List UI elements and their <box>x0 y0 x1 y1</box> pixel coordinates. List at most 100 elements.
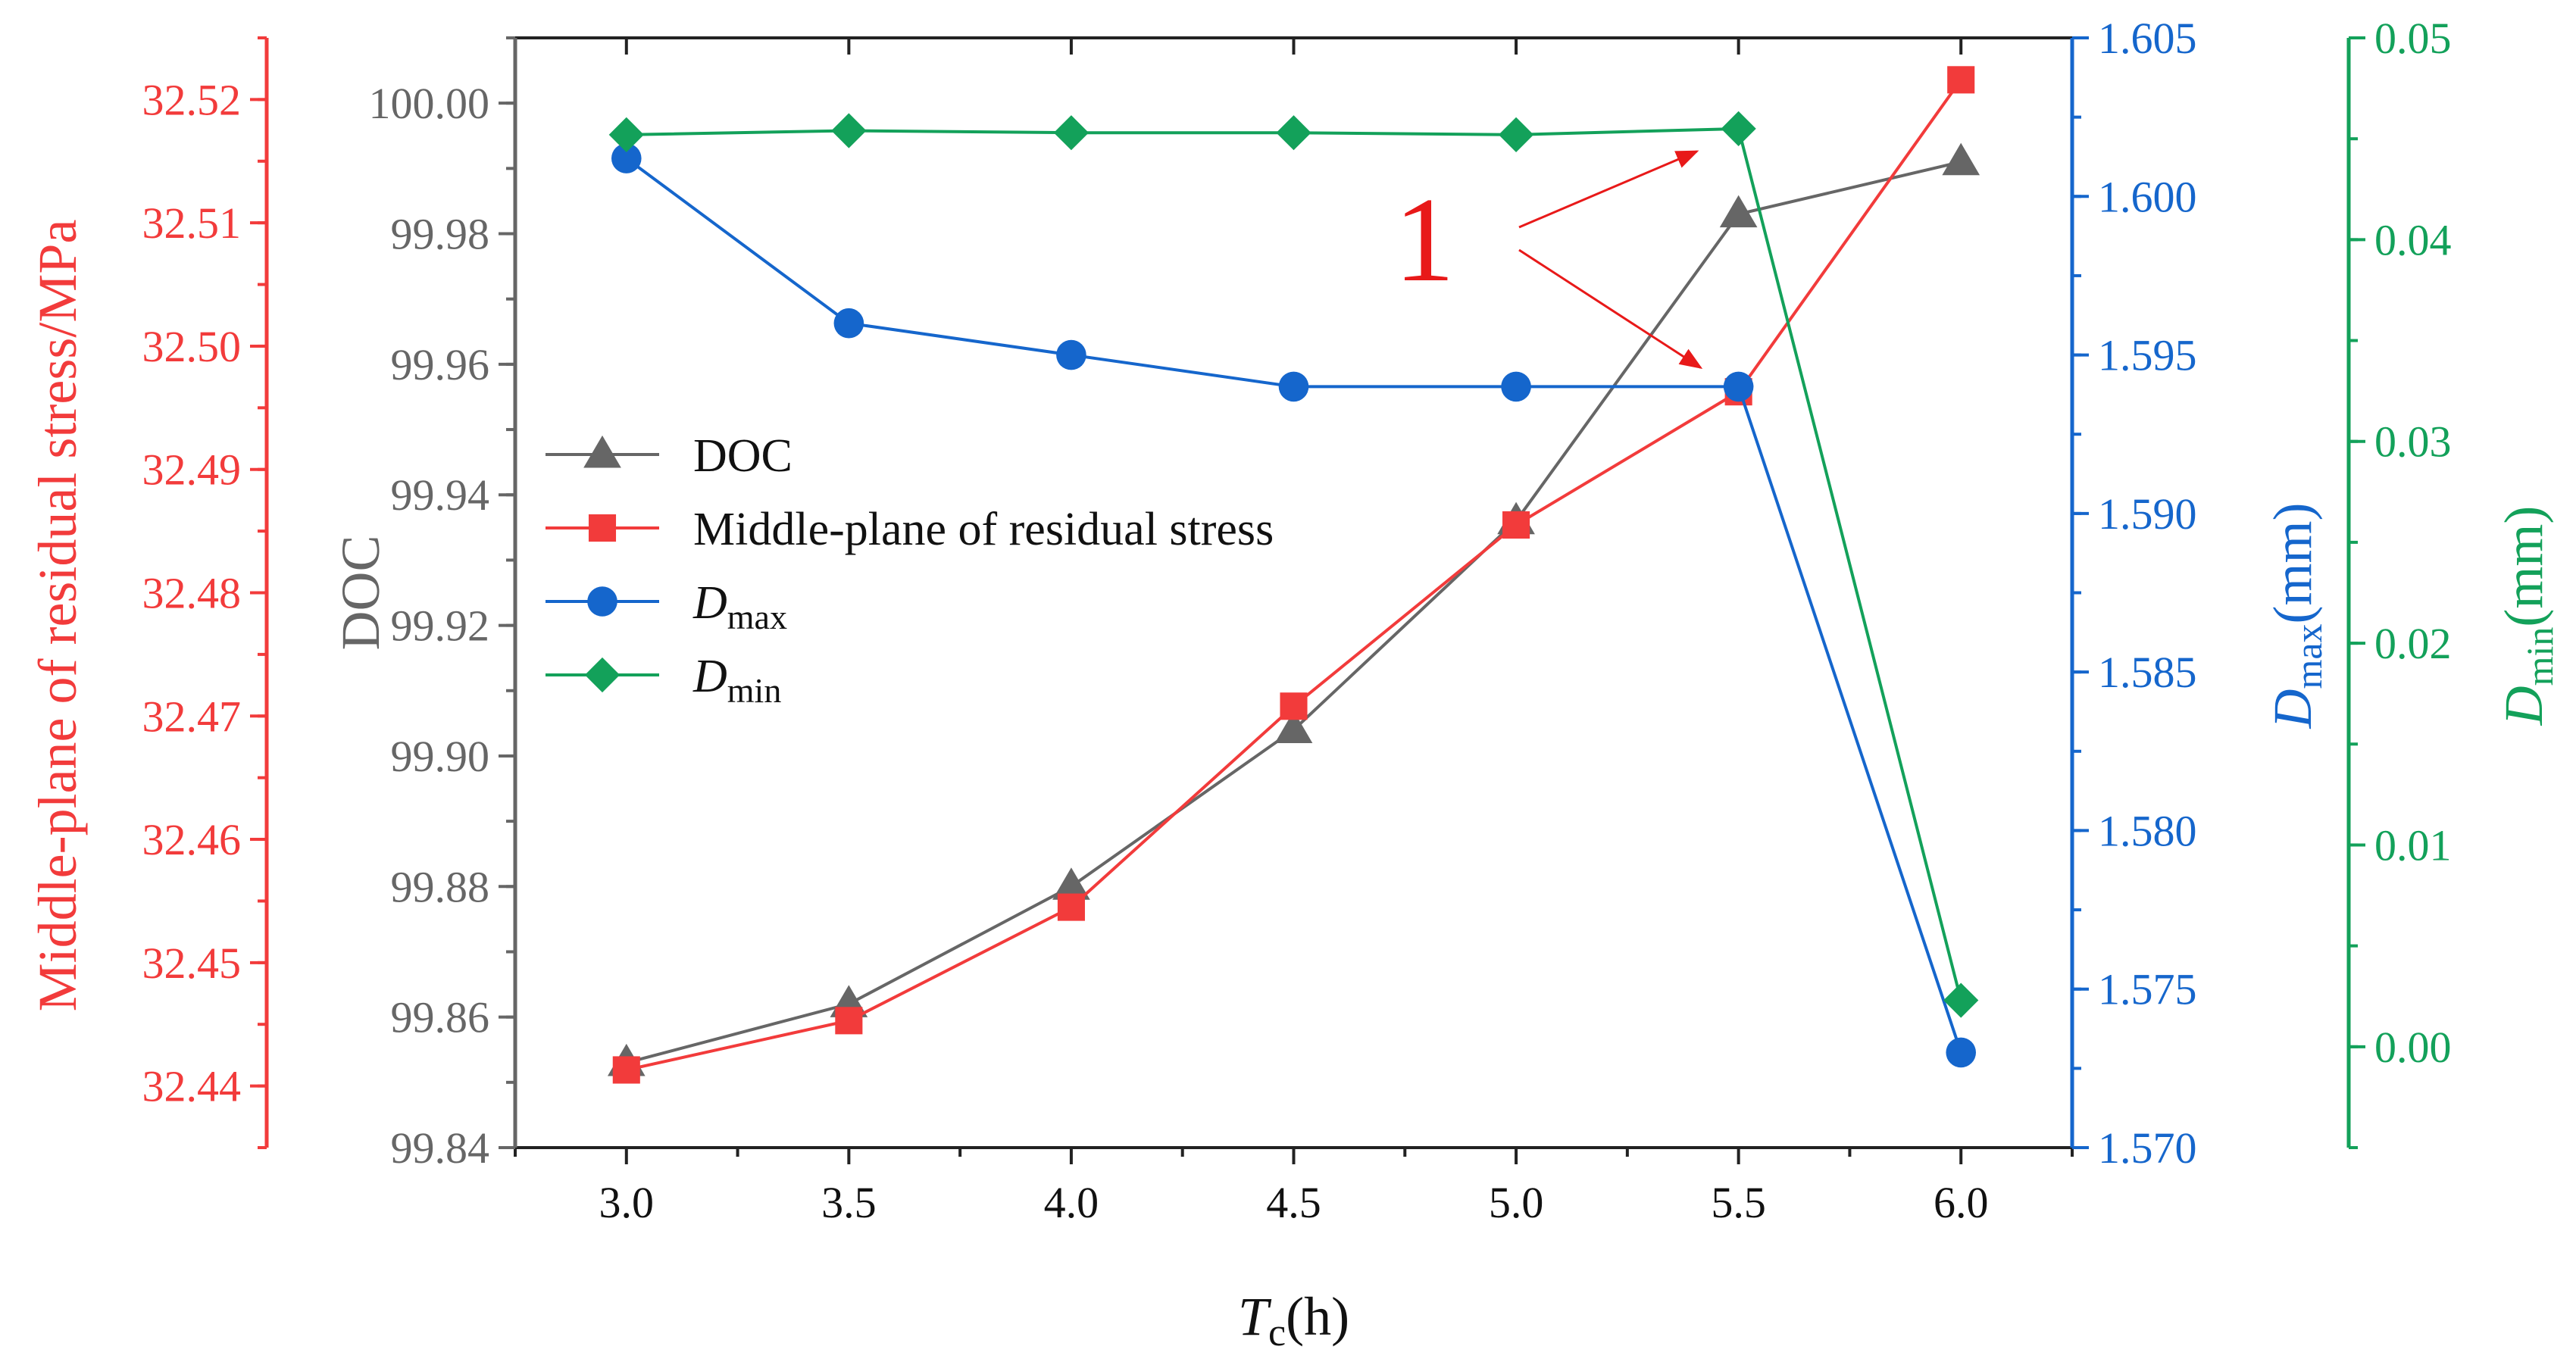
data-point-circle <box>1056 339 1086 370</box>
legend-label: Middle-plane of residual stress <box>693 504 1274 555</box>
data-point-square <box>835 1007 863 1035</box>
legend-item: Middle-plane of residual stress <box>546 504 1274 555</box>
red-tick-label: 32.45 <box>142 939 242 988</box>
legend-label-sub: max <box>727 598 787 636</box>
series-line <box>625 157 1963 1054</box>
x-axis-title-sub: c <box>1268 1311 1286 1354</box>
data-point-circle <box>1723 371 1754 402</box>
green-tick-label: 0.00 <box>2374 1023 2452 1072</box>
gray-tick-label: 99.94 <box>391 470 490 520</box>
data-point-square <box>612 1056 640 1084</box>
gray-tick-label: 99.86 <box>391 993 490 1042</box>
data-point-circle <box>833 308 864 339</box>
red-tick-label: 32.52 <box>142 75 242 124</box>
blue-tick-label: 1.600 <box>2098 172 2197 221</box>
data-point-triangle <box>1719 195 1758 228</box>
data-point-circle <box>1501 371 1531 402</box>
blue-axis-title-main: D <box>2262 689 2323 729</box>
x-tick-label: 6.0 <box>1934 1178 1989 1227</box>
legend-label: DOC <box>693 430 792 482</box>
blue-axis-title-unit: (mm) <box>2262 502 2323 623</box>
data-point-diamond <box>1276 115 1311 151</box>
data-point-diamond <box>1053 115 1089 151</box>
gray-axis-title: DOC <box>330 535 391 650</box>
annotation-arrow-to-dmin <box>1518 150 1699 229</box>
green-axis-title-main: D <box>2493 686 2554 726</box>
series-line <box>626 127 1963 1001</box>
green-tick-label: 0.05 <box>2374 14 2452 63</box>
x-tick-label: 5.0 <box>1489 1178 1544 1227</box>
gray-tick-label: 99.98 <box>391 210 490 259</box>
blue-axis-title: Dmax(mm) <box>2262 502 2330 729</box>
data-point-diamond <box>831 113 867 148</box>
green-axis-title-unit: (mm) <box>2493 506 2554 627</box>
series-dmax <box>611 143 1977 1068</box>
blue-tick-label: 1.575 <box>2098 965 2197 1014</box>
legend-marker-diamond <box>584 657 621 693</box>
x-tick-label: 5.5 <box>1711 1178 1766 1227</box>
data-point-circle <box>1278 371 1309 402</box>
gray-tick-label: 99.92 <box>391 601 490 651</box>
data-point-triangle <box>1274 711 1313 743</box>
red-tick-label: 32.51 <box>142 198 242 248</box>
gray-tick-label: 99.96 <box>391 340 490 389</box>
series-middle-plane-of-residual-stress <box>612 66 1975 1084</box>
blue-tick-label: 1.580 <box>2098 806 2197 855</box>
blue-tick-label: 1.570 <box>2098 1123 2197 1173</box>
blue-tick-label: 1.590 <box>2098 489 2197 539</box>
blue-tick-label: 1.605 <box>2098 14 2197 63</box>
data-point-diamond <box>1943 982 1979 1018</box>
data-point-diamond <box>1498 117 1534 152</box>
gray-tick-label: 99.84 <box>391 1123 490 1173</box>
green-tick-label: 0.03 <box>2374 417 2452 467</box>
series-dmin <box>608 111 1979 1018</box>
x-axis-title-unit: (h) <box>1286 1286 1349 1347</box>
annotation-label: 1 <box>1394 172 1455 307</box>
gray-tick-label: 99.88 <box>391 862 490 911</box>
green-tick-label: 0.01 <box>2374 820 2452 870</box>
x-axis-title-main: T <box>1238 1286 1272 1347</box>
x-tick-label: 4.5 <box>1266 1178 1321 1227</box>
blue-tick-label: 1.585 <box>2098 648 2197 697</box>
legend-item: Dmax <box>546 577 787 636</box>
data-point-square <box>1502 511 1530 539</box>
red-tick-label: 32.50 <box>142 322 242 371</box>
blue-axis-title-sub: max <box>2287 623 2330 689</box>
x-tick-label: 3.0 <box>599 1178 655 1227</box>
legend-label: Dmax <box>692 577 787 636</box>
green-axis-title-sub: min <box>2518 627 2561 686</box>
gray-tick-label: 100.00 <box>369 79 490 128</box>
data-point-square <box>1947 66 1975 94</box>
x-tick-label: 3.5 <box>821 1178 877 1227</box>
red-tick-label: 32.49 <box>142 445 242 495</box>
legend-marker-square <box>588 514 617 542</box>
legend-item: Dmin <box>546 651 781 710</box>
legend-item: DOC <box>546 430 792 482</box>
x-tick-label: 4.0 <box>1044 1178 1099 1227</box>
data-point-diamond <box>608 117 644 152</box>
plot-area: 3.0 3.5 4.0 4.5 5.0 5.5 6.0 Tc(h) 32.44 32.45 32.4… <box>27 14 2561 1354</box>
data-point-triangle <box>1942 142 1980 176</box>
data-point-square <box>1280 692 1308 720</box>
green-axis-title: Dmin(mm) <box>2493 506 2561 726</box>
legend-label-main: D <box>692 651 727 702</box>
series-line <box>626 160 1962 1064</box>
red-tick-label: 32.44 <box>142 1062 242 1111</box>
red-tick-label: 32.46 <box>142 815 242 864</box>
data-point-diamond <box>1721 111 1756 146</box>
legend-label: Dmin <box>692 651 781 710</box>
data-point-circle <box>1946 1037 1977 1068</box>
red-tick-label: 32.47 <box>142 692 242 741</box>
data-point-square <box>1057 893 1085 921</box>
red-tick-label: 32.48 <box>142 569 242 618</box>
gray-tick-label: 99.90 <box>391 732 490 781</box>
x-axis-title: Tc(h) <box>1238 1286 1349 1354</box>
legend-label-sub: min <box>727 671 782 710</box>
blue-tick-label: 1.595 <box>2098 331 2197 380</box>
legend-label-main: D <box>692 577 727 629</box>
series-doc <box>607 142 1980 1076</box>
green-tick-label: 0.02 <box>2374 619 2452 668</box>
green-tick-label: 0.04 <box>2374 215 2452 264</box>
